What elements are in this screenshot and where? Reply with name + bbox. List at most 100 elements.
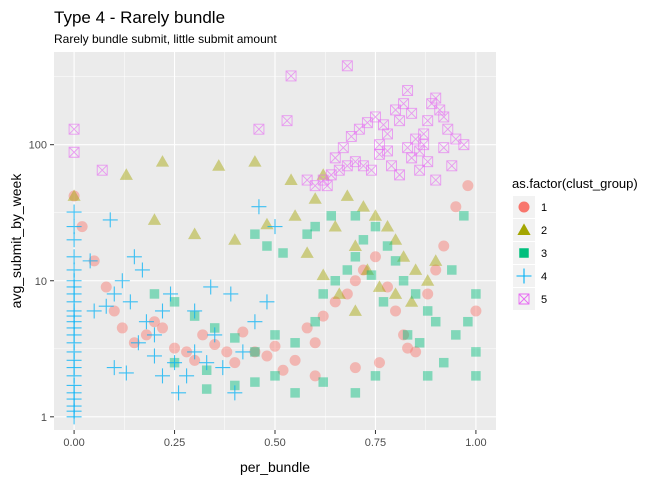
legend-label: 1 xyxy=(541,202,547,214)
data-point-2 xyxy=(300,246,314,258)
data-point-2 xyxy=(212,159,226,171)
data-point-4 xyxy=(154,303,170,319)
data-point-4 xyxy=(66,219,82,235)
data-point-3 xyxy=(471,289,481,299)
data-point-5 xyxy=(402,85,414,96)
legend: as.factor(clust_group) 1 2 3 4 5 xyxy=(512,176,638,310)
legend-key-3 xyxy=(519,248,529,258)
data-point-3 xyxy=(326,211,337,221)
data-point-3 xyxy=(350,211,361,221)
data-point-3 xyxy=(358,235,369,245)
data-point-2 xyxy=(308,192,322,204)
data-point-3 xyxy=(149,289,160,299)
legend-key-4 xyxy=(516,268,532,284)
data-point-5 xyxy=(382,145,393,157)
data-point-5 xyxy=(68,123,80,135)
legend-item-1: 1 xyxy=(513,196,547,218)
data-point-3 xyxy=(451,330,461,340)
data-point-3 xyxy=(250,229,260,239)
data-point-5 xyxy=(386,160,397,172)
data-point-1 xyxy=(317,310,329,322)
data-point-4 xyxy=(199,355,215,371)
data-points xyxy=(66,60,482,425)
data-point-4 xyxy=(134,262,150,278)
data-point-3 xyxy=(290,388,300,398)
data-point-1 xyxy=(301,322,313,334)
data-point-4 xyxy=(187,344,203,360)
data-point-1 xyxy=(382,281,394,293)
x-tick-label: 0.25 xyxy=(164,437,185,449)
data-point-1 xyxy=(349,362,361,374)
data-point-5 xyxy=(329,152,341,164)
data-point-3 xyxy=(471,347,481,357)
data-point-3 xyxy=(250,377,260,387)
data-point-1 xyxy=(329,296,341,308)
data-point-2 xyxy=(228,233,242,245)
data-point-1 xyxy=(100,281,112,293)
data-point-4 xyxy=(187,303,203,319)
data-point-2 xyxy=(388,287,403,299)
data-point-3 xyxy=(463,316,473,327)
data-point-5 xyxy=(430,174,442,186)
data-point-1 xyxy=(349,275,361,287)
data-point-3 xyxy=(310,316,320,327)
data-point-5 xyxy=(382,128,393,140)
x-tick-label: 0.75 xyxy=(365,437,386,449)
series-5 xyxy=(68,60,470,192)
data-point-3 xyxy=(402,330,413,340)
data-point-4 xyxy=(146,348,162,364)
y-tick-label: 1 xyxy=(41,412,47,424)
data-point-1 xyxy=(148,316,160,328)
data-point-3 xyxy=(278,248,288,258)
data-point-5 xyxy=(458,139,470,151)
data-point-3 xyxy=(250,347,260,357)
data-point-4 xyxy=(106,360,122,376)
series-2 xyxy=(67,155,443,316)
data-point-3 xyxy=(342,265,353,275)
y-tick-label: 100 xyxy=(29,140,47,152)
data-point-2 xyxy=(119,168,133,180)
legend-item-5: 5 xyxy=(513,288,547,310)
data-point-1 xyxy=(140,329,152,341)
data-point-1 xyxy=(450,201,462,213)
data-point-3 xyxy=(439,357,449,368)
data-point-2 xyxy=(67,189,81,201)
legend-label: 4 xyxy=(541,271,547,283)
data-point-5 xyxy=(418,139,430,151)
axis-ticks: 0.00 0.25 0.50 0.75 1.00 1 10 100 xyxy=(29,140,487,449)
data-point-4 xyxy=(259,294,275,310)
data-point-1 xyxy=(181,346,193,358)
legend-label: 5 xyxy=(541,294,547,306)
data-point-4 xyxy=(203,279,219,295)
data-point-3 xyxy=(422,306,433,316)
data-point-2 xyxy=(429,254,443,266)
data-point-2 xyxy=(388,233,403,245)
data-point-2 xyxy=(332,287,346,299)
data-point-2 xyxy=(421,274,435,286)
data-point-5 xyxy=(365,164,377,176)
data-point-3 xyxy=(230,333,240,343)
data-point-3 xyxy=(398,276,409,286)
data-point-1 xyxy=(108,305,120,317)
data-point-1 xyxy=(189,354,201,366)
data-point-3 xyxy=(330,276,341,286)
legend-item-3: 3 xyxy=(513,242,547,264)
data-point-3 xyxy=(310,221,320,232)
data-point-5 xyxy=(96,164,108,176)
data-point-1 xyxy=(277,364,289,376)
data-point-5 xyxy=(394,115,406,127)
data-point-1 xyxy=(402,342,414,354)
data-point-1 xyxy=(221,346,233,358)
data-point-2 xyxy=(348,239,362,251)
data-point-4 xyxy=(66,232,82,248)
data-point-4 xyxy=(163,286,179,302)
data-point-1 xyxy=(390,305,402,317)
data-point-4 xyxy=(86,303,102,319)
data-point-3 xyxy=(290,338,300,348)
data-point-1 xyxy=(237,326,249,338)
data-point-1 xyxy=(289,354,301,366)
data-point-3 xyxy=(447,265,457,275)
data-point-1 xyxy=(357,264,369,276)
data-point-1 xyxy=(309,337,321,349)
